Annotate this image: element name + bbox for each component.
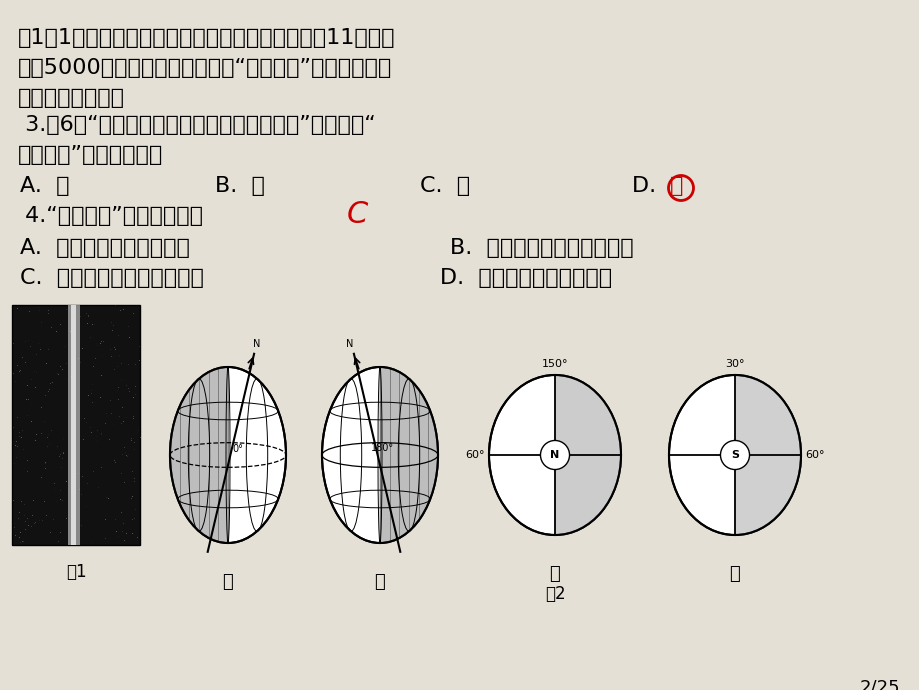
Text: 甲: 甲 — [222, 573, 233, 591]
Text: 图2: 图2 — [544, 585, 564, 603]
Text: 乙: 乙 — [374, 573, 385, 591]
Text: 150°: 150° — [541, 359, 568, 369]
Text: 丁: 丁 — [729, 565, 740, 583]
Text: C.  丙: C. 丙 — [420, 176, 470, 196]
Text: D.  我国昼长与夜长差变长: D. 我国昼长与夜长差变长 — [439, 268, 611, 288]
Text: B.  北半球各地日出时刻推迟: B. 北半球各地日出时刻推迟 — [449, 238, 633, 258]
Text: 3.图6为“四幅日照图（阴影部分代表黑夜）”，其中与“: 3.图6为“四幅日照图（阴影部分代表黑夜）”，其中与“ — [18, 115, 375, 135]
Text: C: C — [346, 200, 368, 229]
Text: N: N — [550, 450, 559, 460]
Polygon shape — [380, 367, 437, 543]
Text: 程达5000米、汇聚正能量和祝福“北京之光”直射夜空。据: 程达5000米、汇聚正能量和祝福“北京之光”直射夜空。据 — [18, 58, 391, 78]
Ellipse shape — [170, 367, 286, 543]
Circle shape — [539, 440, 569, 469]
Text: D.: D. — [631, 176, 663, 196]
Text: 60°: 60° — [465, 450, 484, 460]
Text: B.  乙: B. 乙 — [215, 176, 265, 196]
Text: 此完成以下各题。: 此完成以下各题。 — [18, 88, 125, 108]
Text: 图1: 图1 — [65, 563, 86, 581]
Text: C.  北半球正午太阳高度变大: C. 北半球正午太阳高度变大 — [20, 268, 204, 288]
Bar — [12, 305, 140, 545]
Text: 丙: 丙 — [549, 565, 560, 583]
Bar — [68, 305, 80, 545]
Text: A.  地球绕日公转速度最慢: A. 地球绕日公转速度最慢 — [20, 238, 189, 258]
Polygon shape — [554, 375, 620, 535]
Text: 60°: 60° — [804, 450, 823, 460]
Polygon shape — [170, 367, 228, 543]
Text: 4.“北京之光”点亮后三周内: 4.“北京之光”点亮后三周内 — [18, 206, 203, 226]
Text: 30°: 30° — [724, 359, 744, 369]
Text: 2/25: 2/25 — [858, 678, 899, 690]
Text: 丁: 丁 — [669, 176, 683, 196]
Ellipse shape — [322, 367, 437, 543]
Ellipse shape — [668, 375, 800, 535]
Polygon shape — [734, 375, 800, 535]
Text: N: N — [346, 339, 353, 349]
Circle shape — [720, 440, 749, 469]
Text: 北京之光”点亮时相符是: 北京之光”点亮时相符是 — [18, 145, 163, 165]
Ellipse shape — [489, 375, 620, 535]
Text: 年1月1日北京时间零点新年钟声敲响时，一道直径11米、射: 年1月1日北京时间零点新年钟声敲响时，一道直径11米、射 — [18, 28, 395, 48]
Text: A.  甲: A. 甲 — [20, 176, 70, 196]
Text: 0°: 0° — [232, 444, 243, 454]
Text: 180°: 180° — [371, 443, 394, 453]
Bar — [71, 305, 75, 545]
Text: S: S — [731, 450, 738, 460]
Text: N: N — [253, 339, 260, 349]
